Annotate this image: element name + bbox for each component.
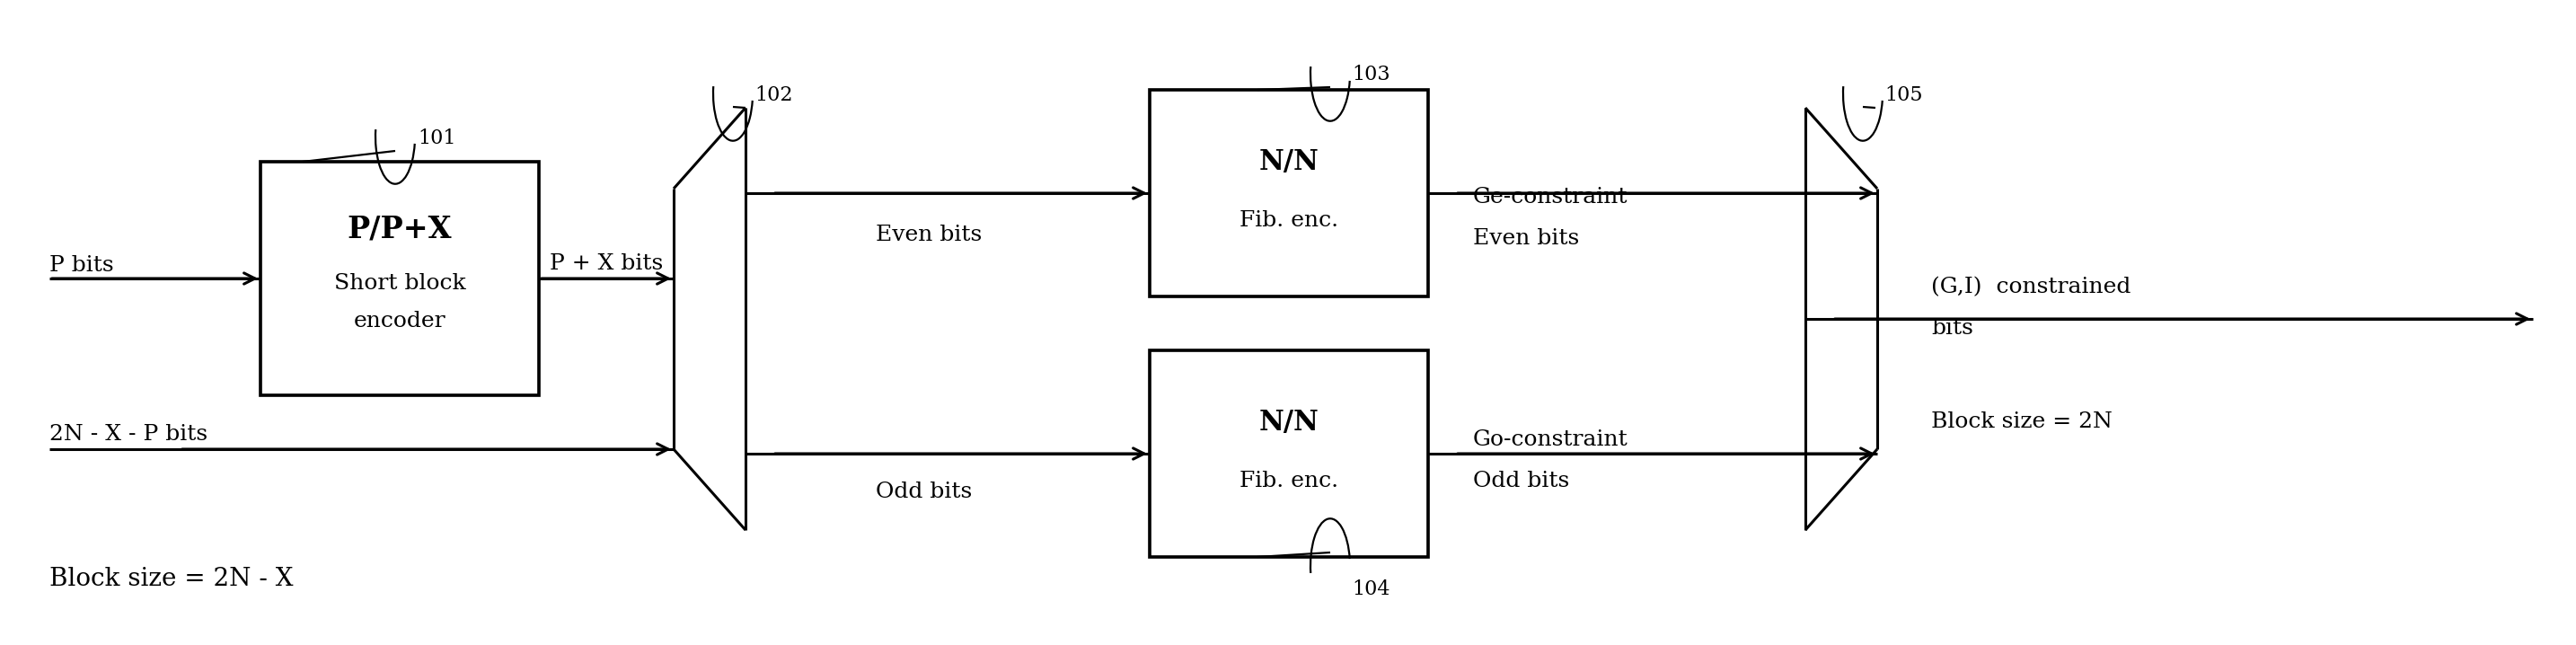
Text: P + X bits: P + X bits: [549, 253, 662, 273]
Text: Ge-constraint: Ge-constraint: [1473, 187, 1628, 208]
Text: Fib. enc.: Fib. enc.: [1239, 470, 1340, 491]
Text: Block size = 2N: Block size = 2N: [1932, 412, 2112, 433]
Text: N/N: N/N: [1260, 408, 1319, 436]
Text: (G,I)  constrained: (G,I) constrained: [1932, 277, 2130, 298]
Text: 2N - X - P bits: 2N - X - P bits: [49, 424, 209, 445]
Text: 103: 103: [1352, 64, 1391, 84]
Text: Odd bits: Odd bits: [876, 481, 971, 502]
Text: 102: 102: [755, 85, 793, 105]
Text: N/N: N/N: [1260, 148, 1319, 175]
Text: 101: 101: [417, 128, 456, 148]
Text: P/P+X: P/P+X: [348, 214, 451, 244]
Text: Go-constraint: Go-constraint: [1473, 430, 1628, 450]
Text: encoder: encoder: [353, 312, 446, 332]
Bar: [1149, 90, 1427, 297]
Bar: [1149, 350, 1427, 557]
Text: Odd bits: Odd bits: [1473, 470, 1569, 491]
Text: Fib. enc.: Fib. enc.: [1239, 210, 1340, 230]
Text: P bits: P bits: [49, 255, 113, 275]
Text: 104: 104: [1352, 579, 1391, 599]
Text: Even bits: Even bits: [876, 225, 981, 246]
Bar: [260, 162, 538, 395]
Text: bits: bits: [1932, 317, 1973, 338]
Text: 105: 105: [1886, 85, 1922, 105]
Text: Even bits: Even bits: [1473, 228, 1579, 248]
Text: Block size = 2N - X: Block size = 2N - X: [49, 568, 294, 591]
Text: Short block: Short block: [335, 273, 466, 293]
